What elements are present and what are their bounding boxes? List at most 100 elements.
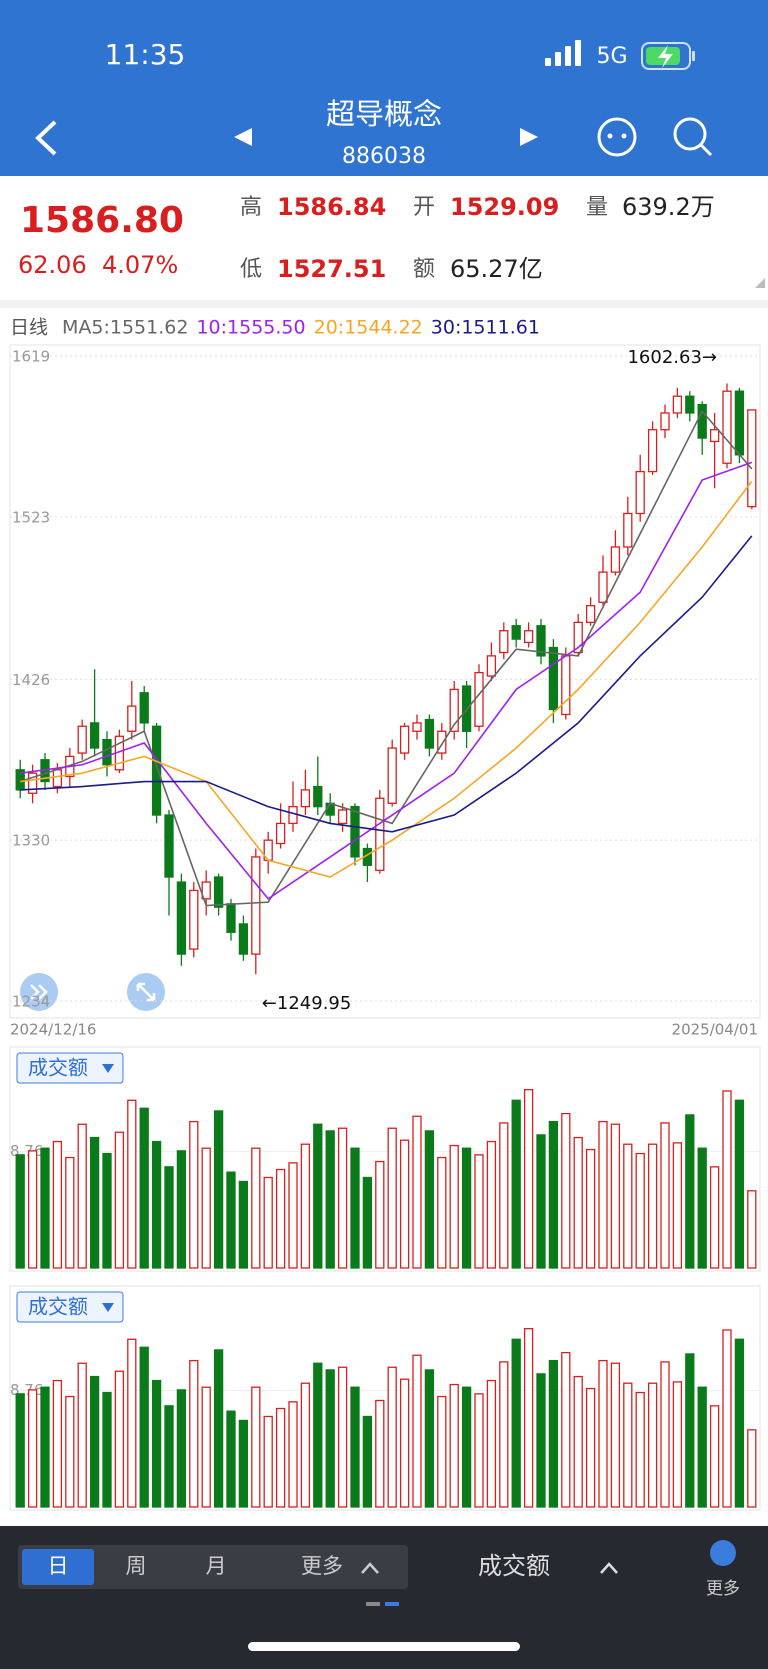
candle-body — [127, 705, 137, 732]
volume-bar — [548, 1120, 559, 1269]
volume-bar — [598, 1120, 608, 1269]
chat-button[interactable] — [597, 117, 637, 157]
candle-body — [189, 889, 199, 950]
volume-bar — [114, 1370, 125, 1508]
volume-bar — [399, 1139, 410, 1269]
tab[interactable]: 日 — [48, 1554, 69, 1578]
volume-bar — [213, 1349, 224, 1508]
price: 1586.80 — [20, 200, 184, 241]
volume-bar — [176, 1150, 187, 1269]
candle-body — [486, 655, 497, 677]
candle-body — [350, 806, 360, 858]
title: 超导概念 — [326, 97, 442, 131]
volume-bar — [511, 1099, 521, 1269]
candle-body — [89, 722, 100, 749]
indicator-button[interactable]: 成交额 — [16, 1291, 124, 1323]
indicator-select[interactable]: 成交额 — [478, 1552, 550, 1580]
volume-bar — [412, 1354, 422, 1508]
volume-bar — [499, 1122, 509, 1269]
search-button[interactable] — [673, 117, 713, 157]
indicator-button[interactable]: 成交额 — [16, 1052, 124, 1084]
y-tick-label: 8.76 — [10, 1142, 43, 1160]
legend-entry: 30:1511.61 — [431, 317, 540, 339]
volume-bar — [499, 1361, 509, 1508]
next-button[interactable] — [520, 128, 538, 146]
legend-entry: 10:1555.50 — [196, 317, 305, 339]
candle-body — [660, 412, 670, 431]
volume-bar — [189, 1359, 199, 1508]
field-label: 开 — [413, 195, 435, 220]
field-value: 1529.09 — [450, 193, 559, 221]
volume-bar — [362, 1415, 373, 1508]
tab[interactable]: 月 — [206, 1554, 227, 1578]
volume-bar — [437, 1156, 447, 1269]
period-label: 日线 — [10, 317, 48, 339]
volume-bar — [300, 1382, 311, 1508]
candle-body — [474, 671, 484, 727]
volume-bar — [461, 1147, 472, 1269]
volume-bar — [387, 1366, 397, 1508]
indicator-label: 成交额 — [28, 1056, 88, 1080]
volume-bar — [337, 1127, 348, 1269]
y-tick-label: 8.76 — [10, 1381, 43, 1399]
candle-body — [647, 429, 658, 473]
volume-bar — [238, 1419, 249, 1508]
tab[interactable]: 更多 — [301, 1554, 343, 1578]
candle-body — [548, 646, 559, 711]
chevron — [600, 1562, 618, 1574]
volume-bar — [660, 1361, 670, 1508]
volume-bar — [263, 1415, 273, 1508]
candle-body — [337, 809, 348, 825]
volume-bar — [226, 1171, 236, 1269]
candle-body — [635, 470, 645, 515]
candle-body — [387, 747, 397, 804]
candle-body — [164, 814, 174, 878]
field-value: 1527.51 — [277, 255, 386, 283]
volume-bar — [337, 1366, 348, 1508]
volume-bar — [734, 1099, 745, 1269]
volume-bar — [164, 1166, 174, 1269]
volume-frame — [9, 1285, 761, 1511]
volume-bar — [536, 1373, 546, 1508]
ma-line — [20, 480, 753, 878]
volume-bar — [300, 1143, 311, 1269]
legend-entry: MA5:1551.62 — [62, 317, 188, 339]
tab[interactable]: 周 — [126, 1554, 147, 1578]
candle-body — [449, 688, 459, 732]
volume-bar — [27, 1389, 38, 1508]
annotation: 1602.63→ — [627, 347, 717, 368]
back-button[interactable] — [35, 120, 57, 156]
volume-bar — [573, 1375, 583, 1508]
volume-frame — [9, 1046, 761, 1272]
prev-button[interactable] — [234, 128, 252, 146]
volume-bar — [238, 1180, 249, 1269]
volume-bar — [350, 1386, 360, 1508]
volume-bar — [747, 1429, 757, 1508]
candle-body — [399, 725, 410, 754]
tab-group — [18, 1545, 408, 1589]
volume-bar — [52, 1140, 63, 1269]
more-button[interactable]: 更多 — [706, 1579, 740, 1599]
volume-bar — [15, 1393, 25, 1508]
volume-bar — [412, 1115, 422, 1269]
candle-body — [623, 512, 633, 548]
volume-bar — [213, 1110, 224, 1269]
volume-bar — [585, 1387, 596, 1508]
volume-bar — [139, 1346, 149, 1508]
home-indicator — [248, 1642, 520, 1651]
field-label: 额 — [413, 257, 435, 282]
volume-bar — [27, 1150, 38, 1269]
volume-bar — [523, 1088, 534, 1269]
volume-bar — [362, 1176, 373, 1269]
volume-bar — [623, 1143, 633, 1269]
volume-bar — [697, 1147, 707, 1269]
volume-bar — [747, 1190, 757, 1269]
candle-body — [424, 718, 435, 749]
candle-body — [610, 546, 621, 573]
corner-mark — [755, 278, 765, 288]
volume-bar — [375, 1160, 385, 1269]
change-pct: 4.07% — [102, 251, 178, 279]
volume-bar — [65, 1395, 75, 1508]
volume-bar — [275, 1407, 286, 1508]
